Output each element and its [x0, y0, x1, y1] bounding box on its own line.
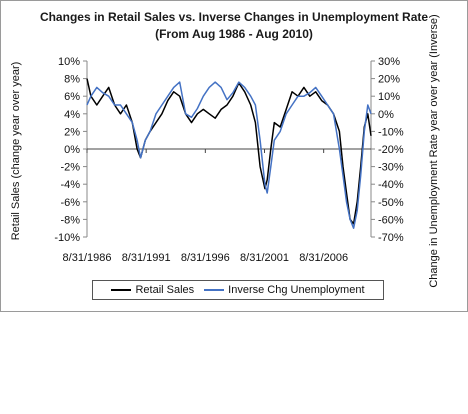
legend: Retail Sales Inverse Chg Unemployment	[92, 280, 384, 300]
legend-label-unemployment: Inverse Chg Unemployment	[228, 284, 365, 296]
y-left-tick-label: 0%	[64, 144, 80, 156]
y-left-tick-label: -10%	[54, 232, 80, 244]
y-right-tick-label: -60%	[378, 214, 404, 226]
y-right-tick-label: -50%	[378, 197, 404, 209]
y-right-tick-label: -10%	[378, 126, 404, 138]
legend-swatch-unemployment	[204, 289, 225, 291]
y-left-tick-label: -2%	[60, 162, 80, 174]
y-axis-label-right: Change in Unemployment Rate year over ye…	[428, 14, 440, 287]
y-right-tick-label: -70%	[378, 232, 404, 244]
chart-title: Changes in Retail Sales vs. Inverse Chan…	[39, 10, 429, 24]
y-right-tick-label: 0%	[378, 109, 394, 121]
legend-item-retail-sales: Retail Sales	[111, 284, 194, 296]
axes: 10% 8% 6% 4% 2% 0% -2% -4% -6% -8% -10% 30% 20% 10% 0%…	[54, 56, 404, 264]
series-lines	[86, 78, 372, 229]
y-left-tick-label: -4%	[60, 179, 80, 191]
y-left-tick-label: 6%	[64, 91, 80, 103]
legend-item-unemployment: Inverse Chg Unemployment	[204, 284, 365, 296]
y-left-tick-label: 10%	[58, 56, 80, 68]
y-left-tick-label: -8%	[60, 214, 80, 226]
chart-frame: Changes in Retail Sales vs. Inverse Chan…	[0, 0, 468, 312]
y-left-tick-label: 4%	[64, 109, 80, 121]
x-tick-label: 8/31/1991	[122, 252, 171, 264]
x-tick-label: 8/31/1996	[181, 252, 230, 264]
y-right-tick-label: 20%	[378, 74, 400, 86]
y-axis-label-left: Retail Sales (change year over year)	[10, 62, 22, 241]
line-chart: 10% 8% 6% 4% 2% 0% -2% -4% -6% -8% -10% 30% 20% 10% 0%…	[10, 14, 440, 287]
y-right-tick-label: 30%	[378, 56, 400, 68]
series-line-retail-sales	[86, 78, 372, 225]
series-line-inverse-unemployment	[86, 81, 372, 229]
y-right-tick-label: -30%	[378, 162, 404, 174]
x-tick-label: 8/31/1986	[63, 252, 112, 264]
y-left-tick-label: 2%	[64, 126, 80, 138]
y-right-tick-label: 10%	[378, 91, 400, 103]
chart-subtitle: (From Aug 1986 - Aug 2010)	[155, 27, 313, 41]
y-left-tick-label: 8%	[64, 74, 80, 86]
legend-label-retail-sales: Retail Sales	[135, 284, 195, 296]
y-right-tick-label: -20%	[378, 144, 404, 156]
x-tick-label: 8/31/2006	[299, 252, 348, 264]
y-left-tick-label: -6%	[60, 197, 80, 209]
y-right-tick-label: -40%	[378, 179, 404, 191]
legend-swatch-retail-sales	[111, 289, 132, 291]
x-tick-label: 8/31/2001	[240, 252, 289, 264]
